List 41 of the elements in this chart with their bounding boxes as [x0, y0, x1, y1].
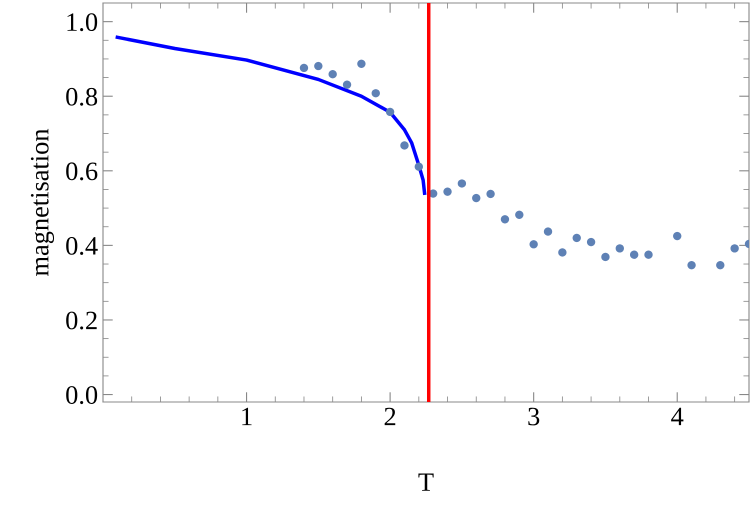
point	[716, 260, 724, 270]
point	[314, 62, 322, 70]
point	[687, 260, 696, 270]
point	[572, 234, 581, 242]
point	[472, 194, 480, 202]
point	[443, 188, 452, 196]
point	[730, 244, 739, 253]
point	[414, 162, 423, 171]
line-series	[116, 36, 426, 195]
point	[530, 240, 538, 248]
point	[400, 141, 409, 150]
y-tick-label: 1.0	[67, 13, 98, 32]
point	[515, 210, 524, 219]
point	[486, 190, 495, 198]
point	[544, 227, 552, 236]
y-axis-title: magnetisation	[30, 128, 54, 276]
x-tick-label: 1	[242, 408, 252, 426]
point	[372, 89, 380, 98]
point	[616, 244, 624, 253]
point	[644, 250, 653, 259]
point	[300, 64, 308, 72]
point	[673, 232, 682, 240]
x-axis-title: T	[418, 473, 434, 491]
y-tick-label: 0.0	[66, 386, 98, 404]
y-tick-label: 0.2	[66, 312, 97, 330]
point	[630, 250, 638, 259]
point	[458, 179, 466, 188]
point	[601, 252, 610, 262]
x-tick-label: 2	[384, 408, 396, 426]
y-tick-label: 0.4	[66, 236, 98, 255]
point	[386, 108, 394, 116]
y-tick-label: 0.8	[66, 88, 98, 106]
x-tick-label: 4	[671, 408, 684, 426]
x-tick-label: 3	[528, 408, 540, 426]
point	[500, 215, 510, 224]
point	[328, 70, 337, 78]
point	[357, 60, 366, 68]
point	[558, 248, 567, 257]
y-tick-label: 0.6	[66, 162, 98, 180]
point	[342, 80, 352, 89]
point	[586, 238, 596, 246]
